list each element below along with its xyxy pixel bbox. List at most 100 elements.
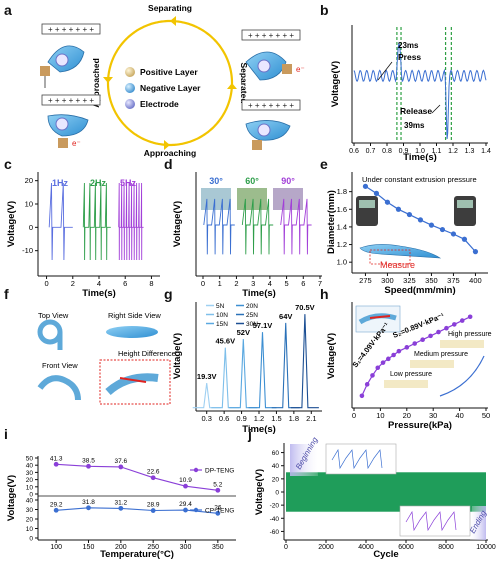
y-axis-label: Voltage(V)	[6, 475, 17, 521]
x-tick-label: 0	[284, 544, 288, 551]
y-axis-label: Voltage(V)	[6, 201, 17, 247]
panel-g: 0.3 0.6 0.9 1.2 1.5 1.8 2.1 5N10N15N20N25N30N …	[172, 302, 322, 435]
x-axis-label: Cycle	[373, 549, 398, 560]
x-tick-label: 150	[83, 544, 95, 551]
data-point	[404, 345, 410, 350]
annotation-press: Press	[398, 52, 421, 62]
legend-30: 30°	[209, 176, 223, 186]
svg-text:+ + + + + + +: + + + + + + +	[48, 96, 94, 105]
data-point	[215, 487, 221, 493]
series-line-dp-teng	[56, 463, 218, 491]
series-line-2hz	[82, 182, 111, 261]
x-tick-label: 300	[381, 276, 394, 285]
x-tick-label: 2	[71, 279, 75, 288]
x-tick-label: 2.1	[306, 414, 316, 423]
data-point	[86, 505, 91, 511]
y-tick-label: -60	[270, 529, 280, 536]
data-point	[150, 475, 156, 481]
panel-label-f: f	[4, 286, 9, 302]
panel-h: 0 10 20 30 40 50 S₁=4.09V·kPa⁻¹ S₂=0.89V·kPa⁻…	[326, 302, 492, 431]
data-point	[386, 356, 391, 362]
annotation-39ms: 39ms	[404, 121, 425, 130]
y-tick-label: 0	[29, 492, 33, 499]
cycle-arrow-icon	[164, 140, 170, 150]
ending-callout	[470, 506, 486, 540]
legend-entry: 10N	[216, 312, 228, 319]
cycle-label-separated: Separated	[239, 62, 249, 103]
data-point	[384, 199, 391, 205]
data-point	[467, 314, 473, 320]
x-tick-label: 325	[403, 276, 416, 285]
data-point	[53, 507, 59, 513]
x-tick-label: 4	[268, 279, 272, 288]
panel-b: 0.6 0.7 0.8 0.9 1.0 1.1 1.2 1.3 1.4 23ms Press R…	[330, 25, 491, 163]
legend-5hz: 5Hz	[120, 178, 137, 188]
annotation-high-pressure: High pressure	[448, 331, 492, 338]
label-height-difference: Height Difference	[118, 349, 176, 358]
data-label: 22.6	[147, 469, 160, 476]
x-tick-label: 0.8	[382, 148, 392, 155]
y-tick-label: 1.6	[337, 205, 347, 214]
legend-entry: 5N	[216, 303, 225, 310]
y-tick-label: 20	[26, 477, 34, 484]
y-axis-label: Voltage(V)	[172, 333, 183, 379]
x-tick-label: 1.4	[481, 148, 491, 155]
x-axis-label: Speed(mm/min)	[384, 285, 455, 296]
x-tick-label: 0.6	[349, 148, 359, 155]
legend-positive: Positive Layer	[140, 67, 198, 77]
photo-30deg	[201, 188, 231, 210]
x-axis-label: Time(s)	[403, 152, 437, 163]
peak-line-15n	[229, 338, 258, 409]
positive-layer-icon	[125, 67, 135, 77]
data-point	[420, 337, 425, 343]
x-tick-label: 250	[147, 544, 159, 551]
annotation-medium-pressure: Medium pressure	[414, 351, 468, 358]
annotation-measure: Measure	[380, 260, 415, 270]
data-label: 31.2	[115, 499, 128, 506]
data-point	[118, 464, 124, 470]
y-tick-label: 20	[272, 476, 280, 483]
annotation-23ms: 23ms	[398, 41, 419, 50]
data-point	[150, 508, 156, 513]
electrode-icon	[125, 99, 135, 109]
series-line-angle-0	[203, 198, 235, 255]
legend-2hz: 2Hz	[90, 178, 107, 188]
spiral-side-view	[106, 326, 158, 338]
cycle-arrow-icon	[103, 77, 113, 83]
panel-label-g: g	[164, 286, 173, 302]
data-point	[364, 382, 370, 387]
x-tick-label: 0.3	[201, 414, 211, 423]
x-tick-label: 350	[212, 544, 224, 551]
x-tick-label: 7	[318, 279, 322, 288]
y-tick-label: 20	[26, 517, 34, 524]
series-line-cp-teng	[56, 507, 218, 514]
peak-label: 70.5V	[295, 303, 315, 312]
x-tick-label: 0.7	[366, 148, 376, 155]
x-tick-label: 10	[376, 411, 384, 420]
data-point	[439, 226, 446, 233]
y-tick-label: 30	[26, 507, 34, 514]
data-point	[183, 483, 188, 489]
x-tick-label: 6	[301, 279, 305, 288]
panel-c: 0 2 4 6 8 -10 0 10 20 1Hz 2Hz 5Hz Time(s) Voltag…	[6, 172, 160, 299]
y-tick-label: 60	[272, 450, 280, 457]
data-point	[118, 505, 124, 511]
inset-ending	[399, 505, 471, 537]
y-tick-label: 10	[26, 526, 34, 533]
data-point	[215, 510, 221, 516]
x-tick-label: 4	[97, 279, 101, 288]
panel-label-j: j	[248, 426, 252, 442]
x-axis-label: Pressure(kPa)	[388, 420, 452, 431]
y-tick-label: 1.8	[337, 187, 347, 196]
label-front-view: Front View	[42, 361, 78, 370]
legend-electrode: Electrode	[140, 99, 179, 109]
panel-a: Separating Separated Approaching Approac…	[40, 3, 305, 158]
data-label: 31.8	[82, 499, 95, 506]
cycle-label-approached: Approached	[91, 58, 101, 108]
x-axis-label: Time(s)	[242, 288, 276, 299]
x-tick-label: 2	[234, 279, 238, 288]
series-line-angle-1	[241, 198, 274, 255]
legend-entry: 15N	[216, 321, 228, 328]
series-line-angle-2	[280, 198, 312, 255]
